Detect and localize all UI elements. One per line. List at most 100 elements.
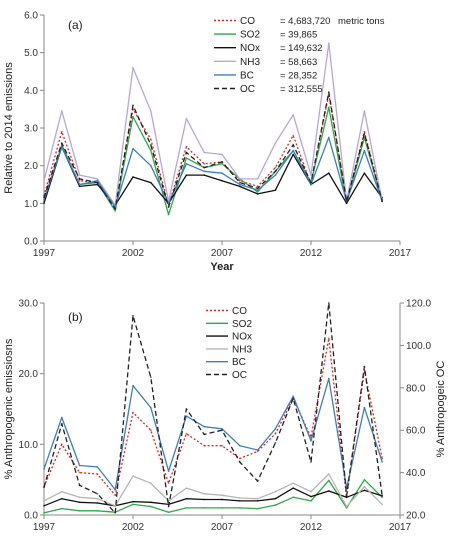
data-point-nox bbox=[132, 500, 134, 503]
legend-total-nox: = 149,632 bbox=[280, 43, 323, 54]
data-point-bc bbox=[292, 395, 295, 398]
legend-total-so2: = 39,865 bbox=[280, 30, 317, 41]
data-point-so2 bbox=[238, 507, 241, 509]
data-point-oc bbox=[345, 495, 348, 497]
data-point-oc bbox=[149, 376, 152, 379]
data-point-nox bbox=[292, 487, 295, 489]
data-point-bc bbox=[60, 145, 63, 148]
data-point-bc bbox=[221, 427, 223, 430]
data-point-nox bbox=[96, 183, 99, 186]
y-tick-label: 30.0 bbox=[19, 299, 39, 310]
data-point-nox bbox=[78, 501, 81, 504]
data-point-bc bbox=[256, 189, 259, 192]
data-point-bc bbox=[327, 136, 330, 139]
data-point-co bbox=[167, 482, 170, 485]
data-point-bc bbox=[292, 149, 295, 152]
data-point-so2 bbox=[167, 213, 170, 216]
data-point-bc bbox=[167, 470, 170, 473]
data-point-oc bbox=[60, 142, 63, 145]
data-point-so2 bbox=[292, 496, 295, 499]
data-point-so2 bbox=[256, 507, 259, 510]
data-point-oc bbox=[43, 196, 45, 199]
data-point-nox bbox=[78, 185, 81, 188]
data-point-nox bbox=[149, 501, 152, 504]
legend-label-nh3: NH3 bbox=[240, 57, 260, 68]
data-point-nh3 bbox=[96, 178, 99, 180]
data-point-oc bbox=[78, 484, 81, 487]
data-point-oc bbox=[363, 365, 366, 368]
data-point-bc bbox=[221, 172, 223, 175]
data-point-co bbox=[132, 411, 134, 414]
data-point-nox bbox=[60, 497, 63, 500]
data-point-oc bbox=[60, 422, 63, 425]
data-point-oc bbox=[310, 181, 312, 184]
x-tick-label: 2012 bbox=[300, 522, 323, 533]
data-point-oc bbox=[185, 408, 188, 410]
y-axis-title: Relative to 2014 emissions bbox=[3, 62, 15, 194]
data-point-oc bbox=[114, 512, 117, 514]
x-tick-label: 1997 bbox=[33, 248, 56, 259]
x-tick-label: 2007 bbox=[211, 522, 234, 533]
data-point-co bbox=[238, 457, 241, 460]
data-point-oc bbox=[132, 104, 134, 107]
data-point-so2 bbox=[185, 507, 188, 509]
data-point-co bbox=[256, 185, 259, 188]
y-tick-label: 6.0 bbox=[24, 11, 38, 22]
legend-label-nox: NOx bbox=[232, 332, 252, 343]
data-point-nh3 bbox=[310, 490, 312, 493]
data-point-so2 bbox=[149, 149, 152, 152]
data-point-co bbox=[185, 145, 188, 148]
data-point-bc bbox=[149, 164, 152, 167]
data-point-nh3 bbox=[221, 153, 223, 156]
x-tick-label: 2002 bbox=[122, 522, 145, 533]
data-point-nh3 bbox=[274, 490, 277, 493]
data-point-oc bbox=[256, 187, 259, 190]
x-tick-label: 2017 bbox=[389, 248, 412, 259]
data-point-nh3 bbox=[221, 494, 223, 497]
data-point-nh3 bbox=[132, 66, 134, 69]
data-point-oc bbox=[149, 144, 152, 146]
data-point-so2 bbox=[78, 509, 81, 512]
data-point-nox bbox=[363, 489, 366, 492]
data-point-co bbox=[96, 473, 99, 475]
y-tick-label: 5.0 bbox=[24, 48, 38, 59]
legend-label-co: CO bbox=[240, 16, 255, 27]
y2-tick-label: 100.0 bbox=[406, 341, 431, 352]
data-point-so2 bbox=[274, 504, 277, 506]
x-tick-label: 2017 bbox=[389, 522, 412, 533]
data-point-co bbox=[60, 130, 63, 133]
x-tick-label: 1997 bbox=[33, 522, 56, 533]
data-point-oc bbox=[43, 486, 45, 489]
data-point-bc bbox=[203, 170, 206, 173]
data-point-oc bbox=[78, 178, 81, 180]
data-point-co bbox=[78, 179, 81, 182]
data-point-bc bbox=[238, 183, 241, 186]
data-point-nox bbox=[256, 193, 259, 195]
data-point-nox bbox=[185, 497, 188, 500]
data-point-so2 bbox=[132, 503, 134, 506]
data-point-nox bbox=[310, 495, 312, 498]
data-point-nh3 bbox=[381, 503, 384, 506]
legend-label-oc: OC bbox=[240, 84, 255, 95]
data-point-co bbox=[149, 429, 152, 432]
data-point-co bbox=[203, 162, 206, 165]
data-point-nh3 bbox=[96, 497, 99, 500]
series-line-nox bbox=[43, 146, 383, 206]
data-point-bc bbox=[310, 183, 312, 186]
data-point-bc bbox=[327, 377, 330, 380]
data-point-bc bbox=[114, 488, 117, 491]
data-point-nox bbox=[327, 172, 330, 175]
panel-b-anthropogenic-share: 0.0 10.0 20.0 30.0 20.0 40.0 60.0 80.0 100.0 120.… bbox=[3, 299, 447, 534]
legend-label-oc: OC bbox=[232, 370, 247, 381]
y2-tick-label: 60.0 bbox=[406, 426, 426, 437]
data-point-oc bbox=[274, 442, 277, 444]
data-point-co bbox=[185, 432, 188, 435]
series-line-oc bbox=[43, 91, 383, 210]
data-point-oc bbox=[238, 181, 241, 184]
panel-a-relative-emissions: 0.0 1.0 2.0 3.0 4.0 5.0 6.0 1997 2002 2007 2012 201… bbox=[3, 11, 412, 274]
data-point-oc bbox=[345, 200, 348, 203]
data-point-oc bbox=[203, 166, 206, 169]
data-point-nh3 bbox=[149, 110, 152, 112]
data-point-so2 bbox=[185, 157, 188, 160]
legend-label-nox: NOx bbox=[240, 43, 260, 54]
